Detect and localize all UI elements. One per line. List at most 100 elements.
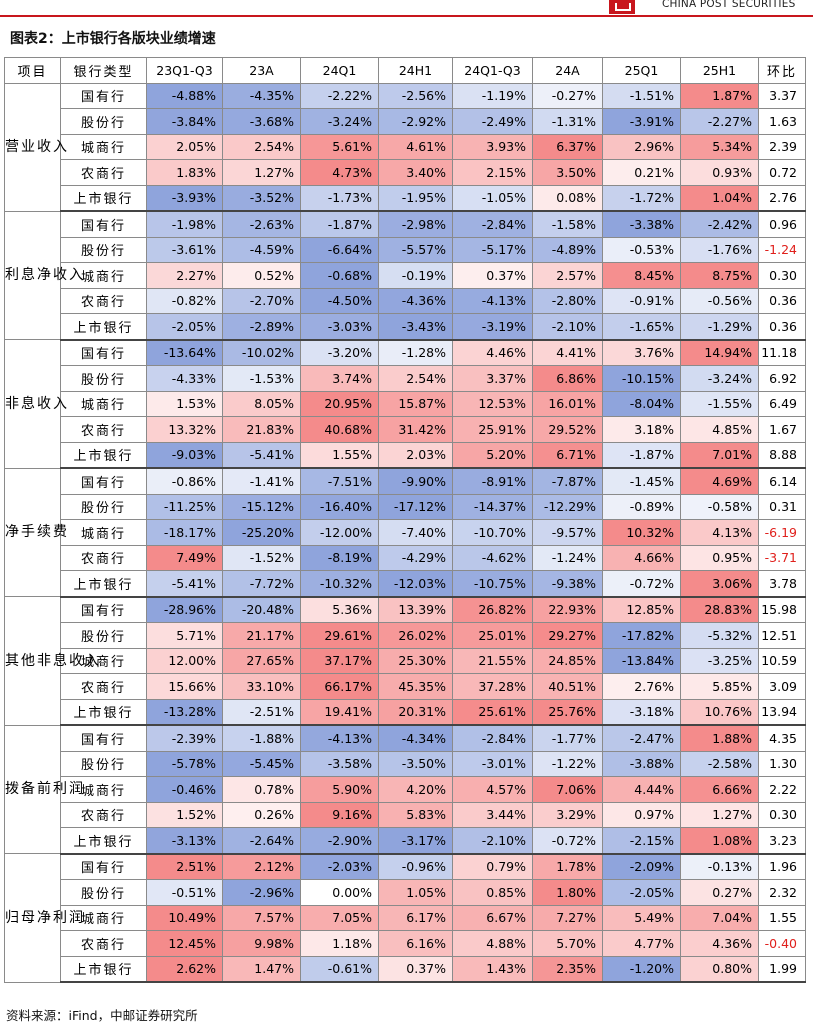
growth-value-cell: -2.10% <box>532 313 603 341</box>
growth-value-cell: 21.17% <box>222 622 301 649</box>
growth-value-cell: -1.19% <box>452 82 533 109</box>
growth-value-cell: 0.93% <box>680 159 759 186</box>
growth-value-cell: 1.52% <box>146 801 223 828</box>
growth-value-cell: 5.83% <box>378 801 453 828</box>
qoq-value-cell: 6.49 <box>758 390 806 417</box>
growth-value-cell: -0.89% <box>602 493 681 520</box>
growth-value-cell: 2.62% <box>146 955 223 983</box>
growth-value-cell: 0.27% <box>680 879 759 906</box>
growth-value-cell: -0.68% <box>300 262 379 289</box>
growth-value-cell: 5.85% <box>680 673 759 700</box>
brand-logo-icon <box>609 0 635 14</box>
growth-value-cell: -2.64% <box>222 827 301 855</box>
growth-value-cell: -0.91% <box>602 287 681 314</box>
growth-value-cell: -3.43% <box>378 313 453 341</box>
growth-value-cell: 1.18% <box>300 930 379 957</box>
growth-value-cell: -9.03% <box>146 441 223 469</box>
growth-value-cell: 4.88% <box>452 930 533 957</box>
growth-value-cell: 4.77% <box>602 930 681 957</box>
growth-value-cell: 10.76% <box>680 698 759 726</box>
growth-value-cell: 8.45% <box>602 262 681 289</box>
growth-value-cell: -9.57% <box>532 519 603 546</box>
bank-type-cell: 城商行 <box>60 262 147 289</box>
growth-value-cell: -1.76% <box>680 236 759 263</box>
growth-value-cell: -1.28% <box>378 339 453 366</box>
column-header: 24H1 <box>378 57 453 84</box>
growth-value-cell: -20.48% <box>222 596 301 623</box>
growth-value-cell: 26.82% <box>452 596 533 623</box>
growth-value-cell: -3.20% <box>300 339 379 366</box>
growth-value-cell: -1.87% <box>300 210 379 238</box>
growth-value-cell: -2.58% <box>680 750 759 777</box>
growth-value-cell: -1.53% <box>222 365 301 392</box>
growth-value-cell: -2.96% <box>222 879 301 906</box>
growth-value-cell: -2.70% <box>222 287 301 314</box>
table-row: 城商行 1.53% 8.05% 20.95% 15.87% 12.53% 16.01% -8.… <box>5 390 806 417</box>
growth-value-cell: 10.49% <box>146 904 223 931</box>
growth-value-cell: 1.47% <box>222 955 301 983</box>
growth-value-cell: 0.85% <box>452 879 533 906</box>
growth-value-cell: -28.96% <box>146 596 223 623</box>
growth-value-cell: -1.31% <box>532 108 603 135</box>
growth-value-cell: -8.19% <box>300 544 379 571</box>
growth-value-cell: -0.58% <box>680 493 759 520</box>
growth-value-cell: -3.50% <box>378 750 453 777</box>
table-row: 股份行 -0.51% -2.96% 0.00% 1.05% 0.85% 1.80% -2.05… <box>5 879 806 906</box>
qoq-value-cell: 12.51 <box>758 622 806 649</box>
qoq-value-cell: 4.35 <box>758 724 806 752</box>
metric-label: 利息净收入 <box>4 210 83 340</box>
growth-value-cell: -13.28% <box>146 698 223 726</box>
qoq-value-cell: 13.94 <box>758 698 806 726</box>
qoq-value-cell: 8.88 <box>758 441 806 469</box>
growth-value-cell: 6.71% <box>532 441 603 469</box>
growth-value-cell: -4.59% <box>222 236 301 263</box>
growth-value-cell: -3.61% <box>146 236 223 263</box>
growth-value-cell: -2.05% <box>602 879 681 906</box>
growth-value-cell: -1.98% <box>146 210 223 238</box>
growth-value-cell: -3.01% <box>452 750 533 777</box>
growth-value-cell: -2.27% <box>680 108 759 135</box>
growth-value-cell: 5.70% <box>532 930 603 957</box>
growth-value-cell: -12.00% <box>300 519 379 546</box>
bank-type-cell: 农商行 <box>60 287 147 314</box>
qoq-value-cell: 3.37 <box>758 82 806 109</box>
column-header: 23Q1-Q3 <box>146 57 223 84</box>
growth-value-cell: -1.29% <box>680 313 759 341</box>
growth-value-cell: 37.28% <box>452 673 533 700</box>
growth-value-cell: -18.17% <box>146 519 223 546</box>
qoq-value-cell: 0.72 <box>758 159 806 186</box>
column-header: 23A <box>222 57 301 84</box>
growth-value-cell: -3.18% <box>602 698 681 726</box>
growth-value-cell: 2.57% <box>532 262 603 289</box>
growth-value-cell: 20.95% <box>300 390 379 417</box>
growth-value-cell: -0.51% <box>146 879 223 906</box>
growth-value-cell: 7.49% <box>146 544 223 571</box>
bank-type-cell: 农商行 <box>60 159 147 186</box>
growth-value-cell: -15.12% <box>222 493 301 520</box>
growth-value-cell: 6.17% <box>378 904 453 931</box>
growth-value-cell: -3.68% <box>222 108 301 135</box>
table-row: 股份行 -4.33% -1.53% 3.74% 2.54% 3.37% 6.86% -10.1… <box>5 365 806 392</box>
growth-value-cell: -3.25% <box>680 647 759 674</box>
growth-value-cell: 5.34% <box>680 133 759 160</box>
growth-value-cell: -10.02% <box>222 339 301 366</box>
qoq-value-cell: 0.36 <box>758 287 806 314</box>
growth-value-cell: -4.50% <box>300 287 379 314</box>
growth-value-cell: -1.20% <box>602 955 681 983</box>
growth-value-cell: 21.83% <box>222 416 301 443</box>
growth-value-cell: -2.90% <box>300 827 379 855</box>
table-caption: 图表2：上市银行各版块业绩增速 <box>10 31 216 47</box>
growth-value-cell: -2.09% <box>602 853 681 880</box>
growth-value-cell: 1.27% <box>680 801 759 828</box>
growth-value-cell: -3.91% <box>602 108 681 135</box>
growth-value-cell: 6.16% <box>378 930 453 957</box>
bank-type-cell: 国有行 <box>60 339 147 366</box>
bank-type-cell: 股份行 <box>60 879 147 906</box>
growth-value-cell: 0.97% <box>602 801 681 828</box>
qoq-value-cell: 1.67 <box>758 416 806 443</box>
bank-type-cell: 国有行 <box>60 724 147 752</box>
growth-value-cell: 4.46% <box>452 339 533 366</box>
qoq-value-cell: 2.39 <box>758 133 806 160</box>
qoq-value-cell: -3.71 <box>758 544 806 571</box>
column-header: 项目 <box>4 57 61 84</box>
